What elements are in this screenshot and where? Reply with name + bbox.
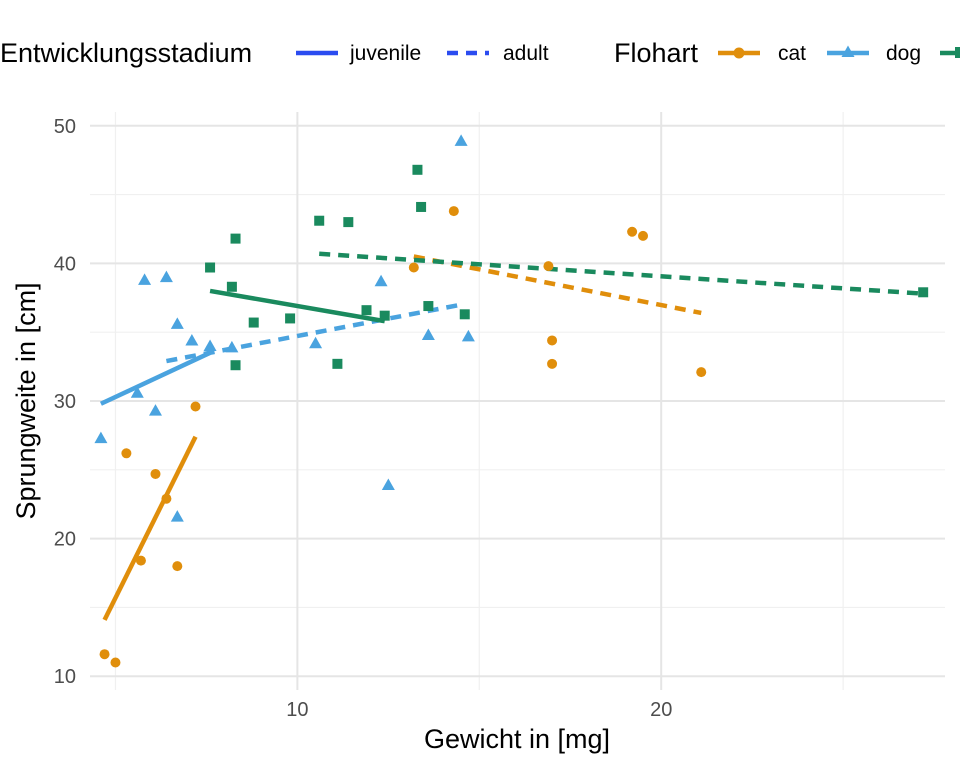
- point-square: [230, 233, 241, 244]
- point-square: [918, 287, 929, 298]
- point-square: [459, 309, 470, 320]
- point-triangle: [454, 134, 468, 146]
- point-triangle: [159, 270, 173, 283]
- legend-key-third: [940, 47, 960, 58]
- plot-area: 10 20 10 20 30 40 50: [54, 112, 945, 721]
- legend-label-cat: cat: [778, 42, 806, 65]
- data-points: [94, 134, 929, 668]
- point-circle: [110, 657, 121, 668]
- fit-line-juvenile-1: [99, 350, 212, 406]
- point-square: [332, 358, 343, 369]
- point-triangle: [421, 328, 435, 340]
- point-circle: [547, 358, 558, 369]
- point-circle: [448, 206, 459, 217]
- y-tick-label: 30: [54, 391, 76, 413]
- point-triangle: [185, 333, 199, 346]
- legend: Entwicklungsstadium juvenile adult Floha…: [0, 38, 960, 68]
- point-triangle: [130, 386, 144, 398]
- point-circle: [150, 468, 161, 479]
- legend-label-dog: dog: [886, 42, 921, 65]
- point-triangle: [170, 317, 184, 329]
- point-circle: [172, 561, 183, 572]
- point-circle: [99, 649, 110, 660]
- point-square: [314, 215, 325, 226]
- point-circle: [408, 262, 419, 273]
- point-triangle: [170, 510, 184, 522]
- point-square: [226, 281, 237, 292]
- point-triangle: [309, 336, 323, 349]
- point-circle: [161, 493, 172, 504]
- fit-lines: [99, 251, 924, 621]
- y-tick-label: 40: [54, 253, 76, 275]
- point-square: [361, 305, 372, 316]
- point-square: [379, 310, 390, 321]
- legend-key-cat: [718, 47, 760, 59]
- point-square: [205, 262, 216, 273]
- point-triangle: [94, 431, 108, 444]
- point-square: [412, 164, 423, 175]
- point-circle: [627, 226, 638, 237]
- point-circle: [547, 335, 558, 346]
- point-circle: [190, 401, 201, 412]
- point-triangle: [225, 340, 239, 353]
- legend-key-dog: [827, 45, 869, 57]
- y-tick-label: 10: [54, 666, 76, 688]
- fit-line-juvenile-2: [209, 288, 386, 324]
- point-circle: [543, 261, 554, 272]
- point-circle: [121, 448, 132, 459]
- fit-line-adult-1: [165, 302, 462, 364]
- point-triangle: [374, 274, 388, 287]
- point-square: [285, 313, 296, 324]
- point-square: [416, 201, 427, 212]
- point-triangle: [461, 329, 475, 342]
- point-circle: [638, 230, 649, 241]
- point-square: [230, 360, 241, 371]
- x-tick-label: 20: [650, 699, 672, 721]
- x-axis-title: Gewicht in [mg]: [424, 724, 610, 754]
- point-triangle: [203, 339, 217, 351]
- y-tick-label: 20: [54, 529, 76, 551]
- point-square: [343, 217, 354, 228]
- y-tick-label: 50: [54, 116, 76, 138]
- legend-title-flohart: Flohart: [614, 38, 699, 68]
- grid: [90, 112, 945, 690]
- y-axis-title: Sprungweite in [cm]: [11, 282, 41, 519]
- point-square: [248, 317, 259, 328]
- tick-labels: 10 20 10 20 30 40 50: [54, 116, 673, 721]
- point-triangle: [381, 478, 395, 490]
- x-tick-label: 10: [286, 699, 308, 721]
- point-square: [423, 301, 434, 312]
- point-circle: [135, 555, 146, 566]
- legend-label-juvenile: juvenile: [349, 42, 421, 65]
- legend-label-adult: adult: [503, 42, 549, 65]
- point-circle: [696, 367, 707, 378]
- legend-title-entwicklungsstadium: Entwicklungsstadium: [0, 38, 252, 68]
- fit-line-adult-0: [413, 254, 702, 316]
- fit-line-juvenile-0: [102, 435, 198, 621]
- point-triangle: [148, 404, 162, 416]
- point-triangle: [138, 273, 152, 285]
- fit-line-adult-2: [319, 251, 924, 296]
